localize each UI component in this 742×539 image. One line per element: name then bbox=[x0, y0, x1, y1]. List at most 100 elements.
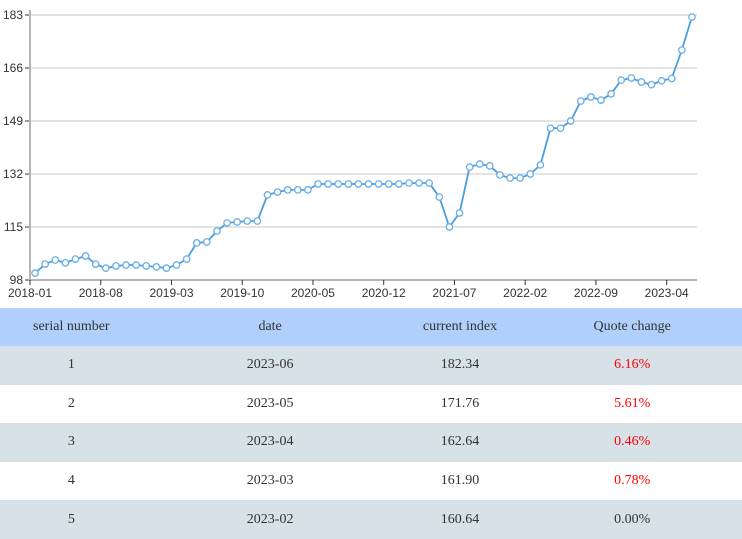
data-point bbox=[192, 239, 201, 247]
data-point bbox=[617, 76, 626, 85]
data-point bbox=[304, 186, 312, 194]
data-point bbox=[172, 261, 181, 269]
cell-date: 2023-04 bbox=[142, 423, 398, 462]
data-point bbox=[314, 180, 322, 188]
data-point bbox=[425, 179, 434, 187]
data-point bbox=[516, 174, 524, 182]
data-point bbox=[101, 264, 110, 273]
cell-date: 2023-03 bbox=[142, 461, 398, 501]
cell-serial: 2 bbox=[0, 384, 143, 424]
data-point bbox=[61, 259, 70, 267]
header-serial-number: serial number bbox=[0, 308, 143, 346]
data-point bbox=[637, 78, 646, 86]
cell-serial: 3 bbox=[0, 423, 143, 462]
data-point bbox=[283, 186, 292, 194]
cell-serial: 5 bbox=[0, 500, 143, 539]
table-header-row: serial number date current index Quote c… bbox=[0, 308, 742, 346]
index-table: serial number date current index Quote c… bbox=[0, 308, 742, 539]
cell-index: 171.76 bbox=[397, 384, 523, 424]
cell-index: 160.64 bbox=[397, 500, 523, 539]
x-tick-label: 2019-10 bbox=[220, 286, 264, 300]
header-date: date bbox=[142, 308, 398, 346]
data-point bbox=[243, 217, 252, 225]
data-point bbox=[435, 193, 444, 201]
y-tick-label: 132 bbox=[3, 167, 23, 181]
data-point bbox=[526, 170, 535, 178]
data-point bbox=[647, 80, 656, 89]
data-point bbox=[132, 261, 140, 269]
data-point bbox=[475, 160, 484, 168]
data-point bbox=[556, 124, 565, 133]
data-point bbox=[81, 252, 90, 260]
cell-date: 2023-06 bbox=[142, 346, 398, 385]
cell-change: 0.00% bbox=[522, 500, 742, 539]
data-point bbox=[203, 238, 211, 246]
y-tick-label: 149 bbox=[3, 114, 23, 128]
y-tick-label: 183 bbox=[3, 8, 23, 22]
data-point bbox=[395, 180, 403, 188]
data-point bbox=[455, 209, 464, 217]
data-point bbox=[152, 263, 161, 271]
data-point bbox=[162, 264, 171, 273]
data-point bbox=[677, 46, 686, 54]
cell-date: 2023-02 bbox=[142, 500, 398, 539]
data-point bbox=[465, 163, 474, 171]
data-point bbox=[627, 74, 636, 82]
data-point bbox=[506, 174, 514, 182]
cell-index: 162.64 bbox=[397, 423, 523, 462]
data-point bbox=[334, 180, 343, 188]
data-point bbox=[657, 76, 666, 85]
header-quote-change: Quote change bbox=[522, 308, 742, 346]
data-point bbox=[667, 74, 676, 83]
x-tick-label: 2020-05 bbox=[291, 286, 335, 300]
data-point bbox=[293, 186, 302, 194]
data-point bbox=[374, 180, 383, 188]
y-tick-label: 98 bbox=[10, 273, 24, 287]
data-point bbox=[51, 256, 60, 264]
data-point bbox=[142, 262, 151, 270]
cell-index: 161.90 bbox=[397, 461, 523, 501]
data-point bbox=[223, 219, 231, 227]
x-tick-label: 2018-08 bbox=[79, 286, 123, 300]
data-point bbox=[415, 179, 423, 187]
data-point bbox=[324, 180, 332, 188]
data-point bbox=[233, 218, 242, 226]
index-line bbox=[34, 16, 693, 274]
header-current-index: current index bbox=[397, 308, 523, 346]
data-point bbox=[688, 13, 696, 21]
table-row: 4 2023-03 161.90 0.78% bbox=[0, 461, 742, 501]
table-row: 2 2023-05 171.76 5.61% bbox=[0, 384, 742, 424]
data-point bbox=[364, 180, 373, 188]
data-point bbox=[536, 161, 545, 169]
data-point bbox=[182, 255, 191, 263]
data-point bbox=[445, 223, 454, 231]
x-tick-label: 2018-01 bbox=[8, 286, 52, 300]
cell-change: 0.46% bbox=[522, 423, 742, 462]
y-axis: 98 115 132 149 166 183 bbox=[3, 8, 31, 287]
x-tick-label: 2022-02 bbox=[503, 286, 547, 300]
gridlines bbox=[30, 14, 697, 281]
data-point bbox=[405, 179, 413, 187]
data-point bbox=[354, 180, 363, 188]
cell-change: 0.78% bbox=[522, 461, 742, 501]
data-point bbox=[91, 260, 100, 268]
cell-date: 2023-05 bbox=[142, 384, 398, 424]
cell-index: 182.34 bbox=[397, 346, 523, 385]
cell-serial: 1 bbox=[0, 346, 143, 385]
data-point bbox=[263, 191, 272, 199]
data-point bbox=[344, 180, 353, 188]
y-tick-label: 166 bbox=[3, 61, 23, 75]
y-tick-label: 115 bbox=[4, 220, 23, 234]
data-point bbox=[496, 171, 504, 179]
x-tick-label: 2022-09 bbox=[574, 286, 618, 300]
data-point bbox=[112, 262, 120, 270]
data-point bbox=[566, 117, 575, 125]
table-row: 3 2023-04 162.64 0.46% bbox=[0, 423, 742, 462]
cell-serial: 4 bbox=[0, 461, 143, 501]
data-point bbox=[587, 93, 595, 101]
x-tick-label: 2020-12 bbox=[362, 286, 406, 300]
data-point bbox=[607, 90, 615, 98]
data-point bbox=[122, 261, 130, 269]
cell-change: 5.61% bbox=[522, 384, 742, 424]
